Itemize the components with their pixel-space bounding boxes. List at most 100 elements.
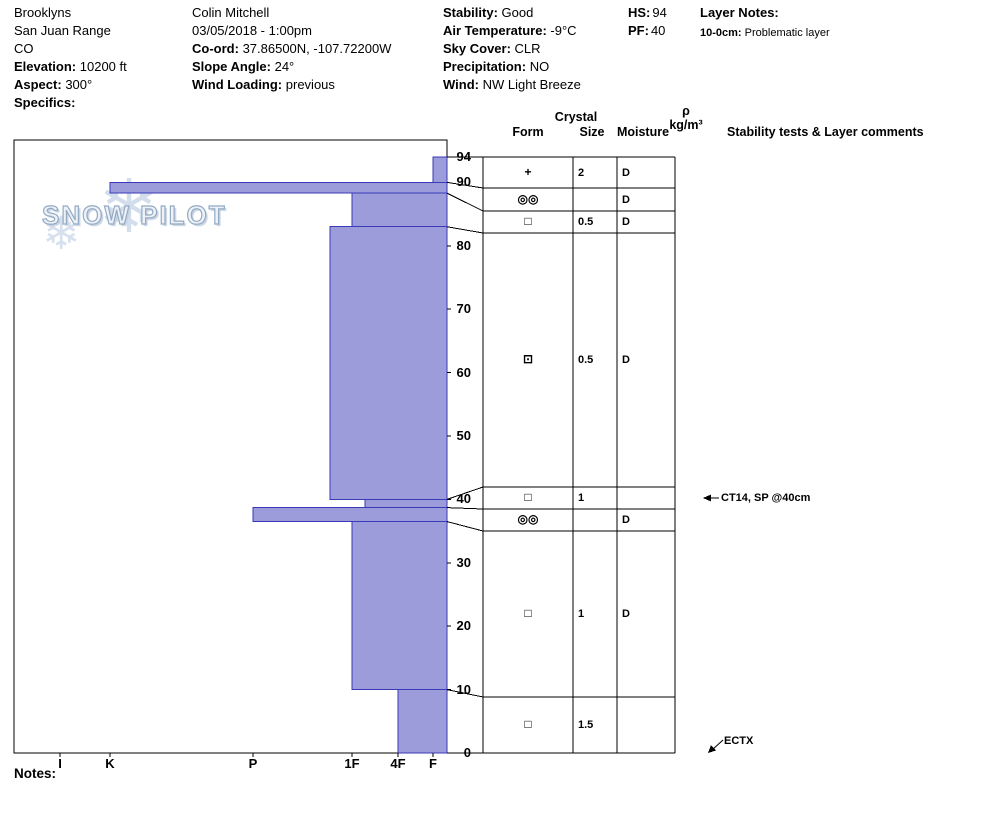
comments-column-header: Stability tests & Layer comments <box>727 125 924 139</box>
header-totals-block: HS: 94 PF: 40 <box>628 4 667 40</box>
height-axis-label: 20 <box>456 618 471 634</box>
header-layer-notes-block: Layer Notes: 10-0cm: Problematic layer <box>700 4 830 41</box>
precipitation-row: Precipitation: NO <box>443 58 581 76</box>
crystal-column-group-header: Crystal <box>554 110 598 124</box>
crystal-size-value: 1.5 <box>578 719 594 731</box>
hardness-axis-label: F <box>429 756 437 771</box>
crystal-size-value: 0.5 <box>578 216 594 228</box>
air-temperature-value: -9°C <box>550 23 577 38</box>
coordinates-row: Co-ord: 37.86500N, -107.72200W <box>192 40 391 58</box>
moisture-value: D <box>622 193 630 206</box>
layer-note-value: Problematic layer <box>744 27 830 39</box>
layer-notes-title: Layer Notes: <box>700 5 779 20</box>
elevation-value: 10200 ft <box>79 59 127 74</box>
height-axis-label: 10 <box>456 681 471 697</box>
slope-angle-row: Slope Angle: 24° <box>192 58 391 76</box>
air-temperature-label: Air Temperature: <box>443 23 547 38</box>
form-column-header: Form <box>512 125 544 139</box>
aspect-label: Aspect: <box>14 77 62 92</box>
crystal-form-symbol: ◎◎ <box>517 512 539 526</box>
state: CO <box>14 41 34 56</box>
size-column-header: Size <box>579 125 605 139</box>
notes-label: Notes: <box>14 766 57 781</box>
hardness-axis-label: 1F <box>344 756 360 771</box>
wind-label: Wind: <box>443 77 479 92</box>
crystal-size-value: 1 <box>578 608 585 620</box>
crystal-form-symbol: ⊡ <box>522 352 534 366</box>
stability-row: Stability: Good <box>443 4 581 22</box>
layer-note-row: 10-0cm: Problematic layer <box>700 25 830 41</box>
pit-floor-label: PF: <box>628 23 649 38</box>
moisture-column-header: Moisture <box>616 125 670 139</box>
stability-label: Stability: <box>443 5 498 20</box>
precipitation-label: Precipitation: <box>443 59 527 74</box>
density-units-header: kg/m³ <box>669 118 703 132</box>
aspect-row: Aspect: 300° <box>14 76 127 94</box>
crystal-form-symbol: □ <box>524 490 532 504</box>
crystal-form-symbol: □ <box>524 717 532 731</box>
wind-loading-label: Wind Loading: <box>192 77 283 92</box>
pit-name: Brooklyns <box>14 5 72 20</box>
snow-height-row: HS: 94 <box>628 4 667 22</box>
header-conditions-block: Stability: Good Air Temperature: -9°C Sk… <box>443 4 581 94</box>
wind-value: NW Light Breeze <box>482 77 581 92</box>
stability-test-comment: CT14, SP @40cm <box>721 492 811 504</box>
stability-value: Good <box>501 5 534 20</box>
moisture-value: D <box>622 166 630 179</box>
height-axis-label: 0 <box>463 745 471 760</box>
density-rho-header: ρ <box>682 104 690 118</box>
crystal-size-value: 2 <box>578 166 585 179</box>
precipitation-value: NO <box>529 59 550 74</box>
height-axis-label: 70 <box>456 301 471 317</box>
crystal-form-symbol: □ <box>524 214 532 228</box>
moisture-value: D <box>622 216 630 228</box>
wind-loading-value: previous <box>285 77 335 92</box>
pit-floor-value: 40 <box>650 23 666 38</box>
snow-height-label: HS: <box>628 5 651 20</box>
hardness-axis-label: I <box>58 756 62 771</box>
sky-cover-value: CLR <box>514 41 541 56</box>
slope-angle-value: 24° <box>274 59 295 74</box>
wind-loading-row: Wind Loading: previous <box>192 76 391 94</box>
layer-note-label: 10-0cm: <box>700 27 742 39</box>
coordinates-value: 37.86500N, -107.72200W <box>242 41 392 56</box>
elevation-label: Elevation: <box>14 59 77 74</box>
observer-name: Colin Mitchell <box>192 5 270 20</box>
air-temperature-row: Air Temperature: -9°C <box>443 22 581 40</box>
moisture-value: D <box>622 514 630 526</box>
crystal-form-symbol: + <box>524 164 532 179</box>
sky-cover-row: Sky Cover: CLR <box>443 40 581 58</box>
crystal-size-value: 1 <box>578 492 585 504</box>
coordinates-label: Co-ord: <box>192 41 239 56</box>
crystal-size-value: 0.5 <box>578 354 594 366</box>
sky-cover-label: Sky Cover: <box>443 41 511 56</box>
height-axis-label: 94 <box>456 149 471 164</box>
height-axis-label: 40 <box>456 491 471 507</box>
moisture-value: D <box>622 354 630 366</box>
height-axis-label: 50 <box>456 427 471 443</box>
crystal-form-symbol: □ <box>524 606 532 620</box>
crystal-form-symbol: ◎◎ <box>517 191 539 206</box>
elevation-row: Elevation: 10200 ft <box>14 58 127 76</box>
hardness-axis-label: K <box>105 756 115 771</box>
slope-angle-label: Slope Angle: <box>192 59 271 74</box>
height-axis-label: 30 <box>456 554 471 570</box>
height-axis-label: 90 <box>456 174 471 190</box>
snow-height-value: 94 <box>652 5 667 20</box>
stability-test-comment: ECTX <box>724 735 754 747</box>
specifics-label: Specifics: <box>14 95 76 110</box>
height-axis-label: 80 <box>456 237 471 253</box>
pit-datetime: 03/05/2018 - 1:00pm <box>192 23 312 38</box>
pit-floor-row: PF: 40 <box>628 22 667 40</box>
aspect-value: 300° <box>65 77 93 92</box>
specifics-row: Specifics: <box>14 94 127 112</box>
wind-row: Wind: NW Light Breeze <box>443 76 581 94</box>
header-location-block: Brooklyns San Juan Range CO Elevation: 1… <box>14 4 127 112</box>
header-observer-block: Colin Mitchell 03/05/2018 - 1:00pm Co-or… <box>192 4 391 94</box>
hardness-axis-label: 4F <box>390 756 406 771</box>
hardness-axis-label: P <box>248 756 258 771</box>
height-axis-label: 60 <box>456 364 471 380</box>
mountain-range: San Juan Range <box>14 23 111 38</box>
